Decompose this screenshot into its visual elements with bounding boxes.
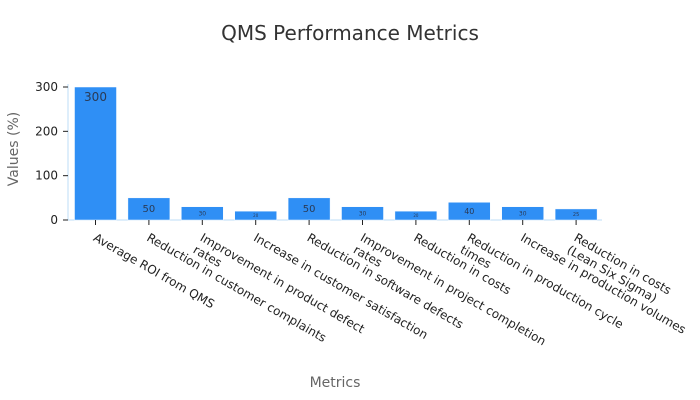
data-label: 40 [464, 207, 474, 216]
y-tick-label: 300 [35, 80, 58, 94]
y-tick-label: 100 [35, 169, 58, 183]
y-ticks: 0 100 200 300 [35, 80, 68, 227]
y-tick-label: 200 [35, 124, 58, 138]
chart-title: QMS Performance Metrics [221, 21, 479, 45]
y-axis-label: Values (%) [6, 112, 22, 186]
data-label: 20 [413, 213, 419, 218]
data-label: 30 [198, 210, 206, 217]
data-label: 50 [143, 204, 156, 215]
bar [74, 86, 117, 221]
data-label: 50 [303, 204, 316, 215]
data-labels: 300 50 30 20 50 30 20 40 30 25 [84, 90, 579, 218]
y-tick-label: 0 [50, 213, 58, 227]
bars [74, 86, 598, 221]
data-label: 20 [253, 213, 259, 218]
data-label: 30 [359, 210, 367, 217]
x-axis-label: Metrics [310, 375, 361, 391]
data-label: 30 [519, 210, 527, 217]
data-label: 25 [573, 212, 579, 218]
data-label: 300 [84, 90, 107, 104]
